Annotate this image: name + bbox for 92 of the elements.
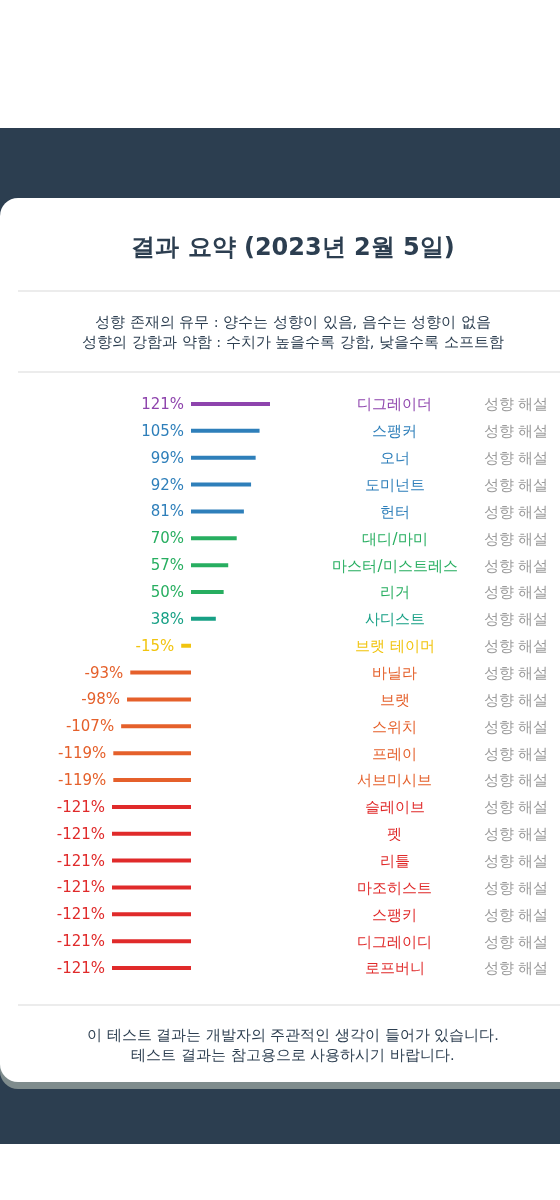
y-tick-label: 리틀 — [380, 851, 410, 870]
bar — [191, 455, 256, 460]
y-tick-label: 서브미시브 — [357, 771, 433, 790]
y2-tick-label: 성향 해설 — [483, 475, 549, 494]
y-tick-label: 헌터 — [380, 502, 410, 521]
bar — [112, 938, 191, 943]
y2-tick-label: 성향 해설 — [483, 609, 549, 628]
y-tick-label: 도미넌트 — [365, 475, 425, 494]
y-tick-label: 슬레이브 — [365, 797, 425, 816]
data-label: -121% — [56, 904, 105, 923]
data-label: 92% — [150, 475, 184, 494]
y2-tick-label: 성향 해설 — [483, 744, 549, 763]
y2-tick-label: 성향 해설 — [483, 583, 549, 602]
y2-tick-label: 성향 해설 — [483, 878, 549, 897]
y2-tick-label: 성향 해설 — [483, 395, 549, 414]
data-label: 50% — [150, 582, 184, 601]
text: 테스트 결과는 참고용으로 사용하시기 바랍니다. — [130, 1046, 456, 1065]
bar — [191, 482, 252, 487]
y-tick-label: 마조히스트 — [357, 878, 433, 897]
data-label: -119% — [58, 743, 107, 762]
y-tick-label: 디그레이더 — [357, 395, 433, 414]
y-tick-label: 브랫 — [380, 690, 410, 709]
chart-title: 결과 요약 (2023년 2월 5일) — [130, 232, 456, 263]
bar — [112, 965, 191, 970]
bar — [112, 885, 191, 890]
data-label: 57% — [150, 555, 184, 574]
bar — [112, 911, 191, 916]
y2-tick-label: 성향 해설 — [483, 663, 549, 682]
y-tick-label: 스팽키 — [372, 905, 418, 924]
data-label: 121% — [141, 394, 184, 413]
bar — [112, 804, 191, 809]
bar — [191, 401, 270, 406]
data-label: -93% — [84, 663, 124, 682]
y-tick-label: 대디/마미 — [362, 529, 428, 548]
y-tick-label: 브랫 테이머 — [355, 636, 435, 655]
bar — [112, 831, 191, 836]
data-label: 70% — [150, 528, 184, 547]
y2-tick-label: 성향 해설 — [483, 797, 549, 816]
y2-tick-label: 성향 해설 — [483, 690, 549, 709]
y2-tick-label: 성향 해설 — [483, 717, 549, 736]
y2-tick-label: 성향 해설 — [483, 851, 549, 870]
y2-tick-label: 성향 해설 — [483, 502, 549, 521]
bar — [191, 535, 237, 540]
y2-tick-label: 성향 해설 — [483, 636, 549, 655]
data-label: 81% — [150, 502, 184, 521]
bar — [191, 589, 224, 594]
data-label: -121% — [56, 958, 105, 977]
y-tick-label: 프레이 — [372, 744, 418, 763]
data-label: -121% — [56, 878, 105, 897]
data-label: -119% — [58, 770, 107, 789]
data-label: -107% — [65, 716, 115, 735]
bar — [191, 616, 216, 621]
data-label: -121% — [56, 931, 105, 950]
data-label: -121% — [56, 851, 105, 870]
y2-tick-label: 성향 해설 — [483, 556, 549, 575]
y-tick-label: 디그레이디 — [357, 932, 433, 951]
bar — [121, 723, 191, 728]
text: 이 테스트 결과는 개발자의 주관적인 생각이 들어가 있습니다. — [86, 1026, 500, 1045]
y2-tick-label: 성향 해설 — [483, 932, 549, 951]
y-tick-label: 리거 — [380, 583, 410, 602]
data-label: 105% — [141, 421, 184, 440]
bar — [130, 670, 191, 675]
y-tick-label: 스위치 — [372, 717, 418, 736]
chart-subtitle: 성향 존재의 유무 : 양수는 성향이 있음, 음수는 성향이 없음 성향의 강함과 약함 : 수치가 높을수록 강함, 낮을수록 소프트함 — [81, 313, 505, 352]
data-label: -15% — [135, 636, 175, 655]
y-tick-label: 로프버니 — [365, 959, 425, 978]
y-tick-label: 마스터/미스트레스 — [332, 556, 458, 575]
y2-tick-label: 성향 해설 — [483, 905, 549, 924]
y-tick-label: 사디스트 — [365, 609, 425, 628]
bar — [127, 697, 191, 702]
y2-tick-label: 성향 해설 — [483, 959, 549, 978]
y-tick-label: 펫 — [387, 824, 403, 843]
y2-tick-label: 성향 해설 — [483, 529, 549, 548]
bar — [113, 777, 191, 782]
y2-tick-label: 성향 해설 — [483, 824, 549, 843]
data-label: -98% — [81, 690, 121, 709]
y-tick-label: 오너 — [380, 448, 410, 467]
bar — [191, 509, 244, 514]
y-tick-label: 바닐라 — [372, 663, 418, 682]
bar — [112, 858, 191, 863]
y2-tick-label: 성향 해설 — [483, 771, 549, 790]
bar — [191, 562, 229, 567]
bar — [181, 643, 191, 648]
data-label: 38% — [150, 609, 184, 628]
bar — [191, 428, 260, 433]
y2-tick-label: 성향 해설 — [483, 421, 549, 440]
y2-tick-label: 성향 해설 — [483, 448, 549, 467]
y-tick-label: 스팽커 — [372, 421, 418, 440]
data-label: -121% — [56, 797, 105, 816]
data-label: 99% — [150, 448, 184, 467]
data-label: -121% — [56, 824, 105, 843]
bar — [113, 750, 191, 755]
